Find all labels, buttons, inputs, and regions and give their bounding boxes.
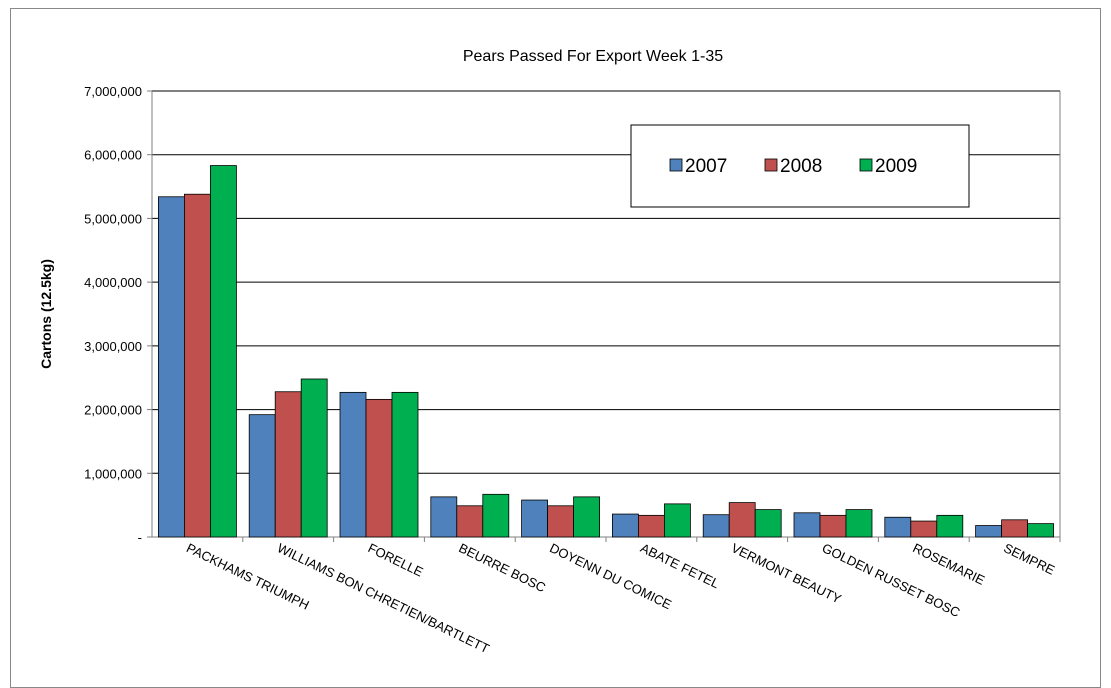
bar-2008 (274, 391, 302, 538)
legend-swatch-2007 (669, 158, 683, 172)
bar-2008 (456, 505, 484, 538)
x-tick-label: SEMPRE (1001, 540, 1057, 578)
bar-2009 (845, 509, 873, 538)
bar-2009 (754, 509, 782, 538)
y-tick-label: 6,000,000 (84, 148, 142, 163)
bar-2008 (365, 398, 393, 538)
bar-2009 (209, 165, 237, 538)
bar-2009 (1027, 523, 1054, 538)
bar-2007 (793, 512, 821, 538)
bars (157, 165, 1061, 542)
x-tick-label: ROSEMARIE (910, 540, 987, 588)
bar-2008 (638, 514, 665, 538)
bar-2009 (482, 493, 510, 538)
x-tick-label: BEURRE BOSC (456, 540, 548, 595)
legend-swatch-2009 (859, 158, 873, 172)
bar-2009 (664, 503, 691, 538)
y-tick-label: 5,000,000 (84, 211, 142, 226)
bar-2007 (702, 514, 730, 538)
bar-2009 (300, 378, 328, 538)
bar-2007 (157, 196, 185, 538)
y-tick-labels: - 1,000,000 2,000,000 3,000,000 4,000,000 5,0… (84, 84, 152, 545)
bar-2008 (728, 502, 756, 538)
bar-2008 (547, 505, 574, 538)
bar-2008 (1001, 519, 1028, 538)
x-tick-label: ABATE FETEL (638, 540, 722, 591)
y-tick-label: 1,000,000 (84, 466, 142, 481)
legend: 2007 2008 2009 (630, 124, 970, 208)
legend-label-2007: 2007 (685, 156, 727, 177)
legend-label-2008: 2008 (780, 156, 822, 177)
bar-2009 (936, 514, 964, 538)
y-axis-label: Cartons (12.5kg) (38, 259, 54, 369)
bar-2007 (612, 513, 639, 538)
bar-2009 (391, 391, 419, 538)
legend-label-2009: 2009 (875, 156, 917, 177)
bar-2007 (884, 516, 912, 538)
bar-2007 (248, 414, 276, 538)
legend-swatch-2008 (764, 158, 778, 172)
legend-box (630, 124, 970, 208)
bar-2008 (183, 193, 211, 538)
x-tick-label: FORELLE (366, 540, 426, 580)
y-tick-label: - (138, 530, 142, 545)
bar-2008 (910, 520, 938, 538)
bar-2007 (430, 496, 458, 538)
bar-2007 (975, 525, 1002, 538)
y-tick-label: 3,000,000 (84, 339, 142, 354)
bar-2007 (339, 391, 367, 538)
bar-2007 (521, 499, 548, 538)
bar-2009 (573, 496, 600, 538)
chart-title: Pears Passed For Export Week 1-35 (463, 48, 723, 65)
y-tick-label: 7,000,000 (84, 84, 142, 99)
bar-2008 (819, 514, 847, 538)
y-tick-label: 4,000,000 (84, 275, 142, 290)
y-tick-label: 2,000,000 (84, 403, 142, 418)
